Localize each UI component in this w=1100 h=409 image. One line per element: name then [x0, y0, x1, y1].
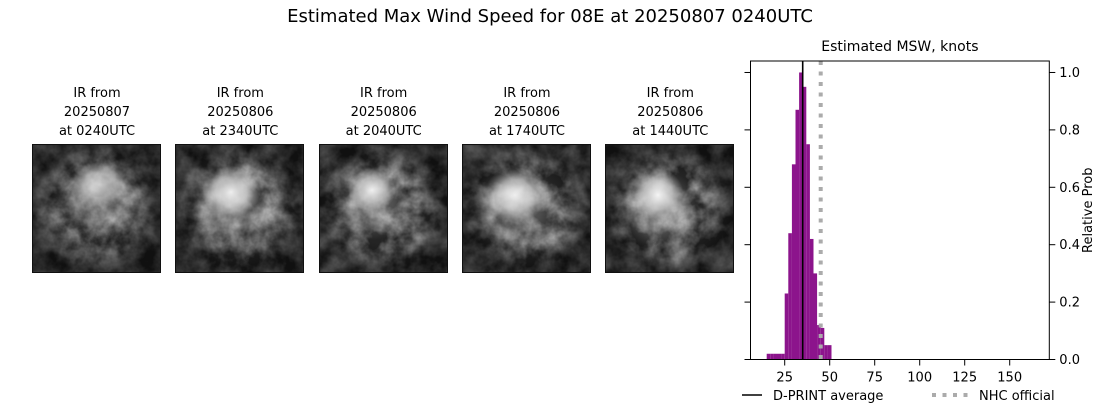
histogram-bar — [788, 233, 792, 360]
histogram-bar — [791, 164, 796, 360]
y-axis-label: Relative Prob — [1081, 168, 1096, 253]
x-axis-tick-label: 150 — [997, 371, 1022, 386]
ir-caption-line: 20250806 — [350, 105, 417, 120]
y-axis-tick-label: 0.2 — [1059, 296, 1080, 311]
ir-caption-line: at 2040UTC — [345, 124, 422, 139]
histogram-bar — [806, 144, 810, 360]
y-axis-tick-label: 0.4 — [1059, 238, 1080, 253]
histogram-bar — [784, 293, 789, 360]
ir-cloud-graphic — [33, 145, 160, 272]
ir-panel-5: IR from 20250806 at 1440UTC — [598, 84, 742, 274]
ir-caption-line: 20250806 — [637, 105, 704, 120]
histogram-bar — [799, 72, 803, 360]
ir-caption-line: IR from — [73, 86, 121, 101]
histogram-bar — [824, 345, 828, 360]
ir-satellite-image — [32, 144, 161, 273]
y-axis-tick-label: 0.6 — [1059, 181, 1080, 196]
y-axis-tick-label: 1.0 — [1059, 66, 1080, 81]
ir-cloud-graphic — [606, 145, 734, 272]
histogram-bar — [766, 353, 771, 360]
ir-caption-line: 20250806 — [207, 105, 274, 120]
axes-frame — [750, 60, 1050, 360]
ir-caption-line: IR from — [360, 86, 408, 101]
ir-caption-line: at 1440UTC — [632, 124, 709, 139]
histogram-bar — [777, 353, 782, 360]
ir-caption-line: IR from — [646, 86, 694, 101]
histogram-bar — [817, 325, 821, 360]
ir-caption: IR from 20250807 at 0240UTC — [25, 84, 169, 141]
y-axis-tick-label: 0.0 — [1059, 353, 1080, 368]
ir-caption-line: at 1740UTC — [488, 124, 566, 139]
ir-caption: IR from 20250806 at 2040UTC — [312, 84, 456, 141]
ir-caption-line: IR from — [216, 86, 264, 101]
figure-title: Estimated Max Wind Speed for 08E at 2025… — [287, 6, 813, 27]
histogram-bar — [813, 273, 818, 360]
histogram-bar — [773, 353, 778, 360]
ir-panel-1: IR from 20250807 at 0240UTC — [25, 84, 169, 274]
ir-cloud-graphic — [176, 145, 304, 272]
ir-satellite-image — [175, 144, 305, 273]
msw-histogram: 25 50 75 100 125 150 0.0 0.2 0.4 0.6 0.8 1.0 Estimat… — [742, 39, 1096, 404]
ir-caption: IR from 20250806 at 1440UTC — [598, 84, 742, 141]
ir-cloud-graphic — [319, 145, 447, 272]
histogram-bar — [781, 353, 785, 360]
ir-panel-3: IR from 20250806 at 2040UTC — [312, 84, 456, 274]
ir-cloud-graphic — [462, 145, 590, 272]
histogram-bar — [795, 109, 800, 360]
x-axis-tick-label: 25 — [776, 371, 793, 386]
ir-satellite-image — [605, 144, 735, 273]
ir-caption-line: at 2340UTC — [202, 124, 279, 139]
x-axis-tick-label: 50 — [821, 371, 838, 386]
x-axis-tick-label: 100 — [907, 371, 932, 386]
ir-panel-4: IR from 20250806 at 1740UTC — [455, 84, 599, 274]
ir-caption: IR from 20250806 at 2340UTC — [168, 84, 312, 141]
histogram-bar — [770, 353, 774, 360]
histogram-bar — [809, 238, 814, 360]
ir-panel-2: IR from 20250806 at 2340UTC — [168, 84, 312, 274]
x-axis-tick-label: 75 — [866, 371, 883, 386]
ir-caption-line: at 0240UTC — [58, 124, 136, 139]
ir-satellite-image — [461, 144, 591, 273]
x-axis-tick-label: 125 — [952, 371, 977, 386]
legend-nhc-label: NHC official — [979, 389, 1055, 404]
ir-satellite-image — [318, 144, 448, 273]
histogram-title: Estimated MSW, knots — [821, 39, 978, 55]
histogram-bar — [820, 327, 825, 360]
ir-caption-line: IR from — [503, 86, 551, 101]
histogram-bar — [802, 86, 807, 360]
histogram-bar — [827, 345, 832, 360]
ir-caption-line: 20250807 — [63, 105, 131, 120]
legend-dprint-label: D-PRINT average — [773, 389, 883, 404]
ir-caption: IR from 20250806 at 1740UTC — [455, 84, 599, 141]
y-axis-tick-label: 0.8 — [1059, 123, 1080, 138]
ir-caption-line: 20250806 — [493, 105, 561, 120]
